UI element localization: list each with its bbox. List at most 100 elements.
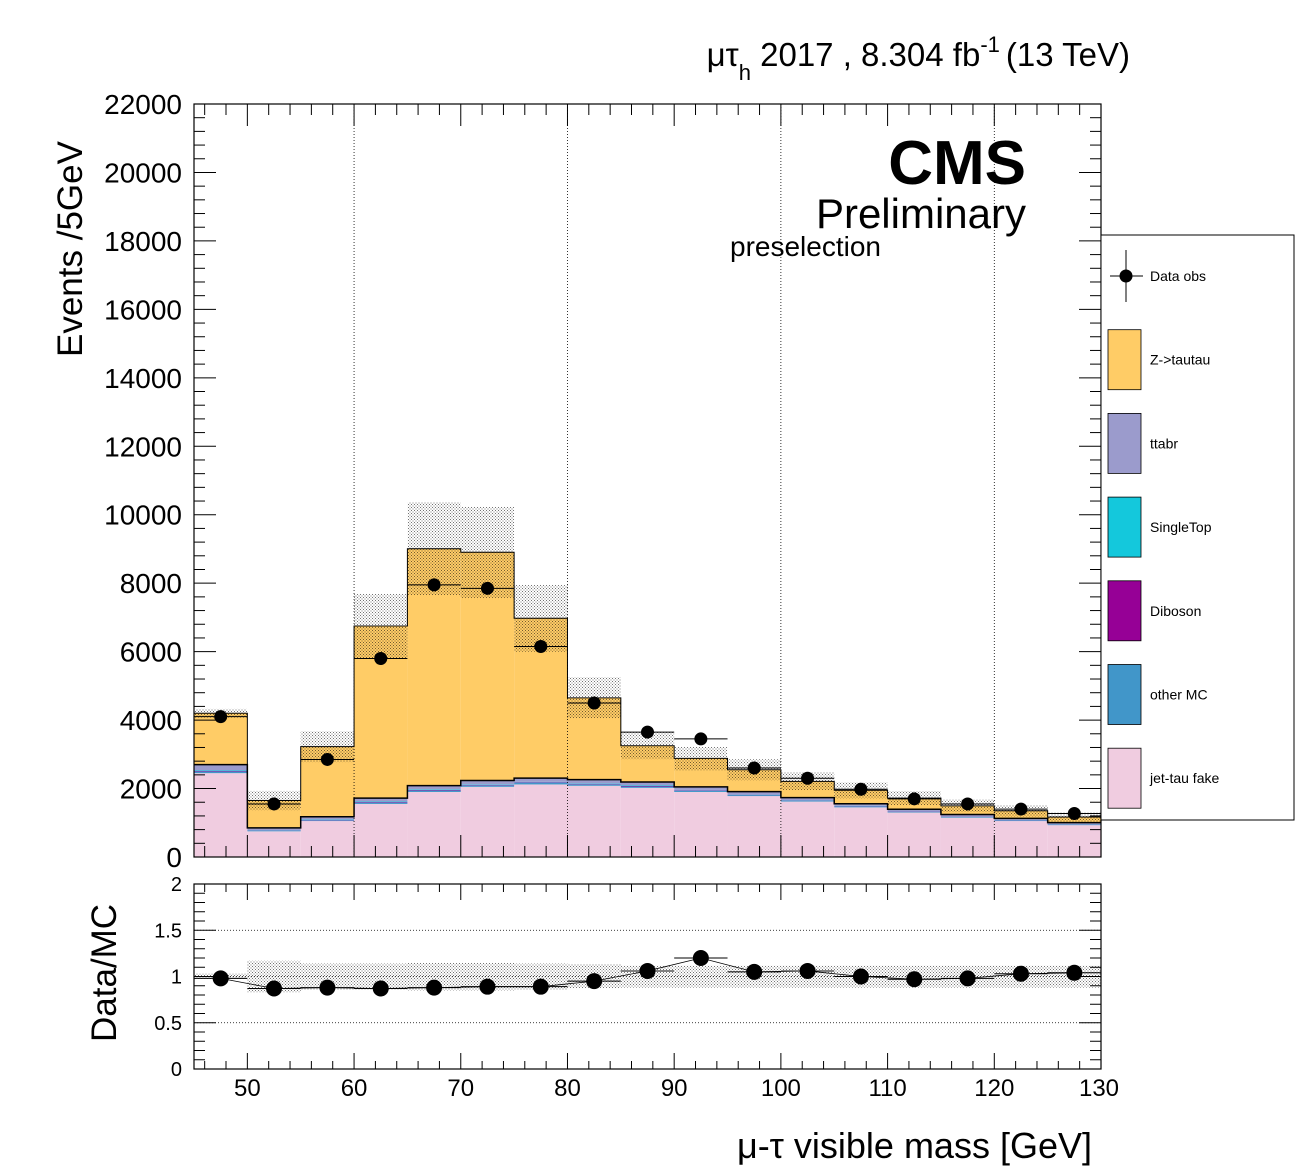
bar-diboson-7 [567,783,621,785]
bar-other-mc-10 [727,795,781,797]
bar-singletop-0 [194,770,248,771]
ratio-ylabel: Data/MC [85,904,124,1042]
bar-other-mc-1 [247,830,301,832]
selection-label: preselection [730,231,881,262]
bar-jet-tau-fake-1 [247,831,301,857]
unc-band-3 [354,593,408,659]
ytick-label-0: 0 [166,842,182,873]
legend-label-singletop: SingleTop [1150,519,1212,535]
main-data-points [194,578,1101,821]
header-energy: (13 TeV) [1006,36,1130,73]
ratio-point-1 [266,980,283,997]
ratio-point-0 [212,970,229,987]
data-point-4 [427,578,441,592]
bar-jet-tau-fake-10 [727,796,781,857]
header-lumi-text: 2017 , 8.304 fb [751,36,980,73]
bar-ttabr-9 [674,786,728,790]
bar-jet-tau-fake-0 [194,773,248,857]
bar-singletop-3 [354,801,408,803]
ratio-point-6 [532,978,549,995]
bar-ttabr-15 [994,818,1048,820]
bar-other-mc-16 [1047,824,1101,826]
bar-jet-tau-fake-5 [460,786,515,857]
bar-other-mc-2 [300,820,355,822]
ratio-point-16 [1066,964,1083,981]
legend-marker-data-obs [1119,269,1133,283]
ratio-axes: 0 0.5 1 1.5 2 50 60 70 80 90 100 110 120 130 [154,874,1119,1102]
ratio-point-5 [479,978,496,995]
bar-jet-tau-fake-7 [567,785,621,857]
bar-other-mc-4 [407,790,461,792]
bar-other-mc-5 [460,785,515,787]
bar-other-mc-6 [514,782,568,785]
ytick-label-12000: 12000 [104,431,182,462]
background-outline [194,763,1101,829]
data-point-3 [374,651,388,665]
ratio-point-11 [799,962,816,979]
ratio-ytick-label-0: 0 [171,1059,182,1081]
data-point-14 [961,797,975,811]
header-lumi: μτh 2017 , 8.304 fb-1 (13 TeV) [707,32,1130,85]
legend-swatch-jet-tau-fake [1107,747,1142,809]
bar-other-mc-0 [194,771,248,774]
data-point-13 [907,792,921,806]
bar-diboson-0 [194,770,248,772]
data-point-7 [587,696,601,710]
header-mu: μ [707,36,726,73]
ytick-label-4000: 4000 [120,705,182,736]
bar-other-mc-7 [567,784,621,786]
ratio-point-2 [319,979,336,996]
ytick-label-10000: 10000 [104,500,182,531]
header-sub: h [739,60,751,85]
ratio-ytick-label-1.5: 1.5 [154,920,182,942]
ratio-point-14 [959,970,976,987]
ratio-point-3 [372,980,389,997]
bar-ttabr-4 [407,785,461,790]
data-point-5 [480,581,494,595]
bar-ttabr-10 [727,791,781,795]
xtick-label-110: 110 [868,1075,906,1102]
bar-ttabr-5 [460,780,515,785]
bar-jet-tau-fake-12 [834,807,888,857]
legend-label-z-tautau: Z->tautau [1150,352,1210,368]
bar-ttabr-6 [514,778,568,782]
bar-jet-tau-fake-9 [674,791,728,857]
legend-swatch-other-mc [1107,664,1142,725]
xtick-label-50: 50 [234,1075,261,1102]
legend-swatch-ttabr [1107,412,1142,474]
bar-other-mc-11 [780,800,835,802]
data-point-10 [747,761,761,775]
bar-jet-tau-fake-13 [887,812,941,857]
ratio-unc-9 [674,965,728,988]
xtick-label-90: 90 [661,1075,688,1102]
bar-jet-tau-fake-4 [407,791,461,857]
xtick-label-100: 100 [761,1075,801,1102]
bar-ttabr-14 [940,814,995,817]
xtick-label-130: 130 [1079,1075,1119,1102]
bar-ttabr-11 [780,797,835,801]
bar-jet-tau-fake-15 [994,821,1048,857]
data-point-9 [694,732,708,746]
bar-jet-tau-fake-6 [514,784,568,857]
bar-singletop-4 [407,789,461,790]
bar-other-mc-9 [674,790,728,792]
cms-label: CMS [888,129,1026,198]
data-point-6 [534,640,548,654]
ratio-point-8 [639,962,656,979]
bar-jet-tau-fake-14 [940,817,995,857]
bar-jet-tau-fake-2 [300,821,355,857]
bar-singletop-8 [620,785,675,786]
bar-ttabr-0 [194,764,248,771]
ytick-label-18000: 18000 [104,226,182,257]
bar-ttabr-2 [300,816,355,820]
bar-diboson-6 [514,782,568,783]
bar-other-mc-8 [620,786,675,788]
legend-swatch-singletop [1107,496,1142,558]
bar-other-mc-14 [940,816,995,818]
xtick-label-80: 80 [554,1075,581,1102]
bar-diboson-9 [674,790,728,791]
unc-band-9 [674,746,728,771]
ratio-ytick-label-1: 1 [171,967,182,989]
bar-jet-tau-fake-16 [1047,825,1101,857]
